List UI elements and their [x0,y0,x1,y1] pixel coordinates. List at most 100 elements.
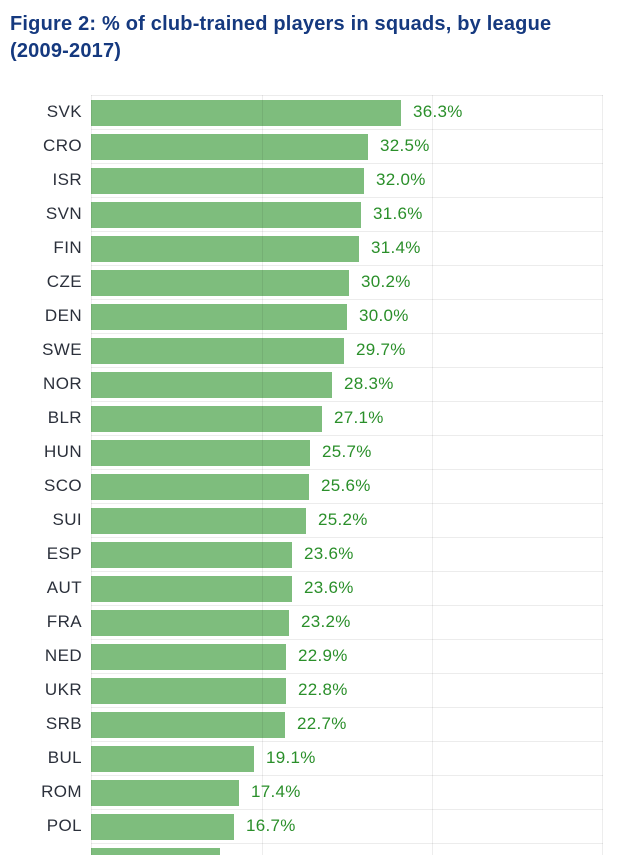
bar-track [91,843,603,855]
bar-row: HUN 25.7% [0,435,630,469]
bar[interactable] [91,508,306,534]
bar[interactable] [91,270,349,296]
value-label: 32.5% [380,136,430,155]
value-label: 17.4% [251,782,301,801]
row-spacer [603,95,630,129]
bar-track: 27.1% [91,401,603,435]
figure-title-line2: (2009-2017) [10,40,122,62]
value-label: 30.2% [361,272,411,291]
value-label: 25.6% [321,476,371,495]
bar[interactable] [91,100,401,126]
value-label: 36.3% [413,102,463,121]
bar-row: POL 16.7% [0,809,630,843]
bar-track: 22.8% [91,673,603,707]
row-spacer [603,741,630,775]
row-spacer [603,673,630,707]
bar-row: SUI 25.2% [0,503,630,537]
bar-track: 32.5% [91,129,603,163]
bar-track: 36.3% [91,95,603,129]
row-spacer [603,843,630,855]
bar-track: 31.4% [91,231,603,265]
bar[interactable] [91,338,344,364]
row-spacer [603,231,630,265]
row-spacer [603,401,630,435]
row-spacer [603,775,630,809]
bar-track: 31.6% [91,197,603,231]
bar[interactable] [91,814,234,840]
value-label: 23.6% [304,578,354,597]
value-label: 23.6% [304,544,354,563]
value-label: 25.2% [318,510,368,529]
bar[interactable] [91,610,289,636]
value-label: 32.0% [376,170,426,189]
category-label: ROM [41,782,82,801]
bar-row: BUL 19.1% [0,741,630,775]
figure-title: Figure 2: % of club-trained players in s… [10,11,610,65]
bar-track: 22.9% [91,639,603,673]
category-label: SVK [46,102,82,121]
bar-track: 30.2% [91,265,603,299]
bar-track: 25.6% [91,469,603,503]
bar-track: 17.4% [91,775,603,809]
value-label: 16.7% [246,816,296,835]
value-label: 29.7% [356,340,406,359]
category-label: AUT [46,578,82,597]
row-spacer [603,299,630,333]
row-spacer [603,163,630,197]
bar[interactable] [91,440,310,466]
bar[interactable] [91,406,322,432]
category-label: SCO [43,476,82,495]
bar-row: SVK 36.3% [0,95,630,129]
row-spacer [603,537,630,571]
category-label: POL [46,816,82,835]
bar[interactable] [91,202,361,228]
bar-track: 19.1% [91,741,603,775]
category-label: SVN [45,204,82,223]
row-spacer [603,571,630,605]
bar-row: AUT 23.6% [0,571,630,605]
bar-track: 28.3% [91,367,603,401]
value-label: 27.1% [334,408,384,427]
bar[interactable] [91,644,286,670]
row-spacer [603,639,630,673]
value-label: 23.2% [301,612,351,631]
category-label: DEN [44,306,82,325]
bar-track: 29.7% [91,333,603,367]
bar[interactable] [91,848,220,855]
value-label: 31.4% [371,238,421,257]
bar[interactable] [91,372,332,398]
category-label: BLR [47,408,82,427]
figure-title-line1: Figure 2: % of club-trained players in s… [10,13,552,35]
bar-row: NED 22.9% [0,639,630,673]
bar-row: FIN 31.4% [0,231,630,265]
row-spacer [603,129,630,163]
bar-row: SCO 25.6% [0,469,630,503]
bar[interactable] [91,746,254,772]
bar[interactable] [91,168,364,194]
category-label: UKR [44,680,82,699]
row-spacer [603,605,630,639]
bar-track: 32.0% [91,163,603,197]
bar[interactable] [91,780,239,806]
bar[interactable] [91,236,359,262]
category-label: CZE [46,272,82,291]
bar[interactable] [91,542,292,568]
bar-row: FRA 23.2% [0,605,630,639]
value-label: 31.6% [373,204,423,223]
bar[interactable] [91,134,368,160]
bar-track: 23.6% [91,537,603,571]
bar-row: ESP 23.6% [0,537,630,571]
category-label: BUL [47,748,82,767]
bar[interactable] [91,474,309,500]
bar[interactable] [91,712,285,738]
bar[interactable] [91,304,347,330]
row-spacer [603,469,630,503]
bar-track: 25.7% [91,435,603,469]
bar[interactable] [91,576,292,602]
bar-row: ROM 17.4% [0,775,630,809]
row-spacer [603,707,630,741]
bar[interactable] [91,678,286,704]
category-label: FRA [46,612,82,631]
value-label: 22.9% [298,646,348,665]
